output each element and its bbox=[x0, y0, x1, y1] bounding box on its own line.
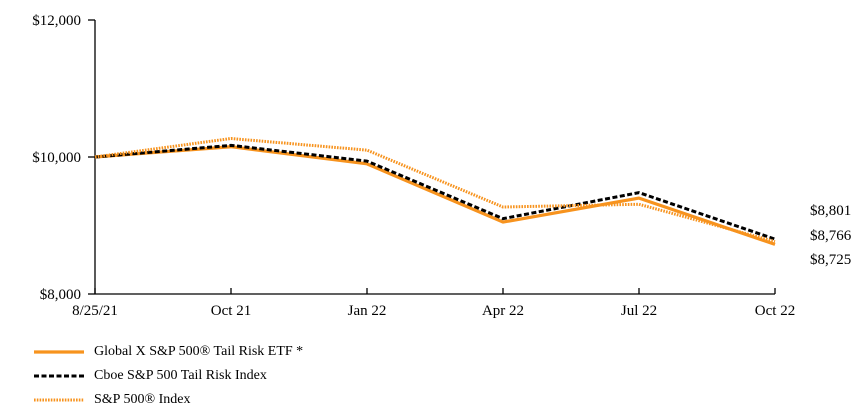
x-tick-label: Jan 22 bbox=[348, 303, 387, 319]
x-tick-label: Jul 22 bbox=[621, 303, 657, 319]
series-layer bbox=[94, 137, 776, 246]
legend-item: Global X S&P 500® Tail Risk ETF * bbox=[32, 340, 303, 364]
x-tick-label: Oct 21 bbox=[211, 303, 251, 319]
legend-label: S&P 500® Index bbox=[94, 392, 191, 407]
end-value-label: $8,725 bbox=[810, 252, 851, 268]
legend-label: Global X S&P 500® Tail Risk ETF * bbox=[94, 344, 304, 359]
series-line-2 bbox=[94, 137, 776, 243]
series-line-0 bbox=[94, 145, 776, 246]
legend-swatch bbox=[34, 374, 84, 378]
y-tick-label: $8,000 bbox=[40, 287, 81, 303]
legend-item: Cboe S&P 500 Tail Risk Index bbox=[32, 364, 303, 388]
legend-label: Cboe S&P 500 Tail Risk Index bbox=[94, 368, 267, 383]
x-tick-label: Oct 22 bbox=[755, 303, 795, 319]
labels-layer: $8,801 $8,766 $8,725 bbox=[810, 203, 852, 268]
y-tick-label: $12,000 bbox=[32, 13, 81, 29]
x-tick-label: 8/25/21 bbox=[72, 303, 118, 319]
y-tick-label: $10,000 bbox=[32, 150, 81, 166]
end-value-label: $8,766 bbox=[810, 228, 852, 244]
legend: Global X S&P 500® Tail Risk ETF * Cboe S&… bbox=[32, 340, 303, 412]
series-line-1 bbox=[94, 143, 776, 241]
x-tick-label: Apr 22 bbox=[482, 303, 524, 319]
legend-swatch bbox=[34, 398, 84, 402]
legend-item: S&P 500® Index bbox=[32, 388, 303, 412]
legend-swatch bbox=[34, 350, 84, 354]
end-value-label: $8,801 bbox=[810, 203, 851, 219]
